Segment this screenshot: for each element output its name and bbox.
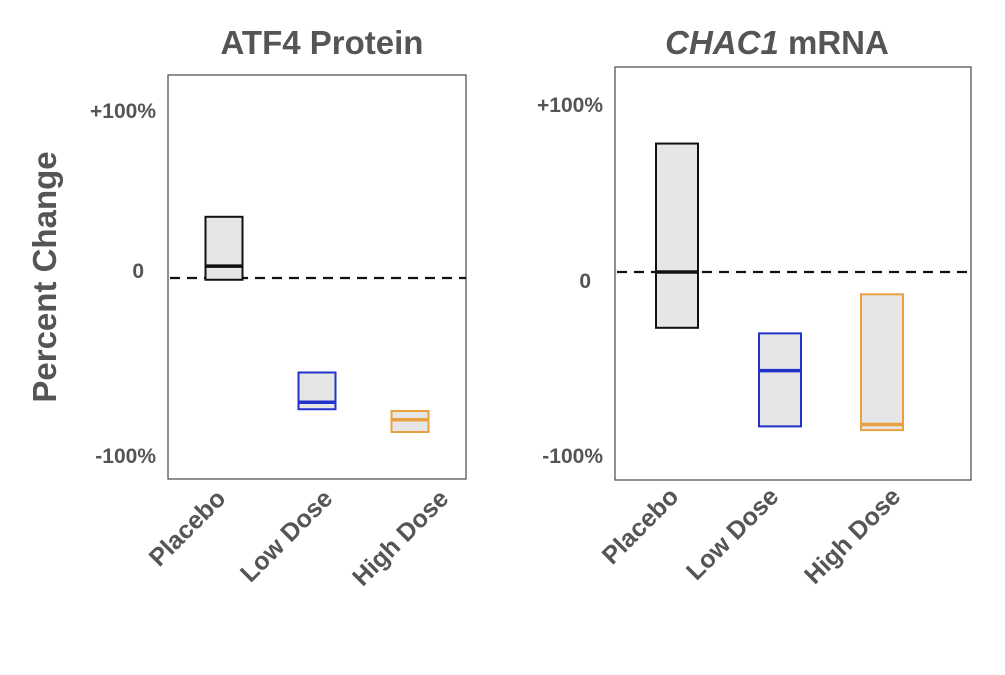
panel-2-tick-bottom: -100% xyxy=(542,445,603,468)
panel-1-tick-zero: 0 xyxy=(132,260,144,283)
panel-1-cat-low-dose: Low Dose xyxy=(235,484,338,587)
panel-atf4-protein: ATF4 Protein +100% 0 -100% Placebo Low D… xyxy=(90,24,467,592)
panel-2-cat-placebo: Placebo xyxy=(597,482,685,570)
panel-chac1-mrna: CHAC1 mRNA +100% 0 -100% Placebo Low Dos… xyxy=(537,24,972,590)
panel-1-tick-top: +100% xyxy=(90,100,156,123)
panel-1-bars xyxy=(204,215,430,433)
panel-2-title-gene: CHAC1 xyxy=(665,24,779,61)
panel-2-cat-low-dose: Low Dose xyxy=(681,482,784,585)
panel-1-tick-bottom: -100% xyxy=(95,445,156,468)
panel-2-tick-top: +100% xyxy=(537,94,603,117)
panel-2-bar-low-dose xyxy=(758,332,802,428)
panel-1-title: ATF4 Protein xyxy=(221,24,424,61)
panel-2-tick-zero: 0 xyxy=(579,270,591,293)
panel-1-cat-high-dose: High Dose xyxy=(347,484,454,591)
panel-2-title: CHAC1 mRNA xyxy=(665,24,889,61)
panel-2-bar-high-dose xyxy=(860,293,904,432)
panel-2-cat-high-dose: High Dose xyxy=(799,482,906,589)
panel-2-bars xyxy=(655,142,904,432)
y-axis-label: Percent Change xyxy=(26,151,63,402)
panel-2-frame xyxy=(614,66,972,481)
panel-2-bar-placebo xyxy=(655,142,699,329)
panel-1-cat-placebo: Placebo xyxy=(144,484,232,572)
panel-1-bar-placebo xyxy=(204,215,244,281)
panel-2-title-rest: mRNA xyxy=(779,24,889,61)
